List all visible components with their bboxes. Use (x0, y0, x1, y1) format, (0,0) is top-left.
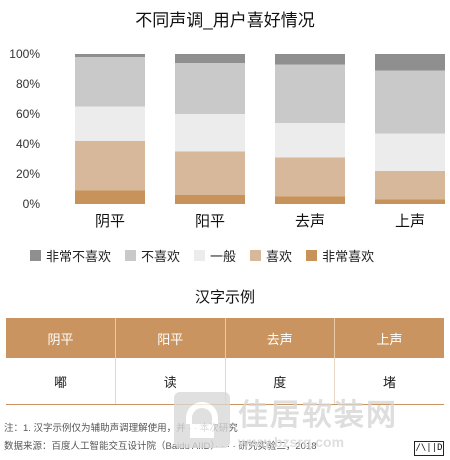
logo-badge: /\||D (414, 441, 444, 456)
chart-title: 不同声调_用户喜好情况 (135, 11, 315, 30)
example-table: 阴平 阳平 去声 上声 嘟 读 度 堵 (6, 318, 444, 405)
bar-segment (75, 190, 145, 204)
y-tick-label: 40% (16, 137, 40, 151)
y-tick-label: 0% (23, 197, 41, 211)
bar-segment (175, 151, 245, 195)
legend-swatch (125, 250, 137, 261)
legend-label: 一般 (210, 249, 237, 264)
legend-item: 非常喜欢 (306, 246, 374, 265)
table-header-cell: 阳平 (115, 318, 226, 358)
table-header-cell: 上声 (334, 318, 444, 358)
table-cell: 度 (225, 358, 335, 405)
table-row: 嘟 读 度 堵 (6, 358, 444, 405)
legend-item: 一般 (194, 246, 236, 265)
y-tick-label: 80% (16, 77, 40, 91)
bar-segment (175, 114, 245, 152)
y-tick-label: 60% (16, 107, 40, 121)
house-icon (174, 392, 230, 448)
bar-segment (75, 141, 145, 191)
footnote-source: 数据来源：百度人工智能交互设计院（Baidu AIID）· · · · 研究实验… (4, 441, 317, 452)
table-cell: 读 (115, 358, 226, 405)
watermark-url: www.bzsrq.com (238, 434, 345, 450)
chart-legend: 非常不喜欢 不喜欢 一般 喜欢 非常喜欢 (30, 246, 430, 265)
table-header-cell: 去声 (225, 318, 335, 358)
legend-label: 不喜欢 (141, 249, 181, 264)
x-category-label: 阴平 (95, 213, 125, 230)
legend-item: 非常不喜欢 (30, 246, 111, 265)
x-category-label: 去声 (295, 212, 325, 230)
table-cell: 嘟 (6, 358, 116, 405)
legend-item: 不喜欢 (125, 246, 180, 265)
table-header-cell: 阴平 (6, 318, 116, 358)
legend-label: 非常喜欢 (322, 249, 375, 264)
legend-swatch (30, 250, 41, 261)
y-tick-label: 20% (16, 167, 40, 181)
bar-segment (175, 195, 245, 204)
bar-segment (275, 64, 345, 123)
bar-segment (175, 54, 245, 63)
y-tick-label: 100% (9, 47, 40, 61)
bar-segment (375, 199, 445, 204)
legend-swatch (194, 250, 206, 261)
bar-segment (275, 54, 345, 65)
bar-segment (175, 63, 245, 114)
bar-segment (275, 196, 345, 204)
legend-label: 喜欢 (266, 249, 293, 264)
footnote-note: 注：1. 汉字示例仅为辅助声调理解使用，并 · · 本次研究 (4, 423, 238, 434)
legend-swatch (306, 250, 318, 261)
x-category-label: 阳平 (195, 213, 225, 230)
table-title: 汉字示例 (194, 289, 255, 306)
table-cell: 堵 (334, 358, 444, 405)
bar-segment (75, 106, 145, 141)
bar-segment (375, 133, 445, 171)
legend-item: 喜欢 (250, 246, 292, 265)
legend-swatch (250, 250, 262, 261)
legend-label: 非常不喜欢 (46, 249, 112, 264)
bar-segment (275, 157, 345, 197)
bar-segment (275, 123, 345, 158)
x-category-label: 上声 (395, 212, 425, 230)
watermark-title: 佳居软装网 (238, 399, 398, 432)
bar-segment (375, 70, 445, 134)
bar-segment (75, 54, 145, 57)
bar-segment (375, 54, 445, 71)
bar-segment (375, 171, 445, 200)
bar-segment (75, 57, 145, 107)
stacked-bar-chart: 0% 20% 40% 60% 80% 100% 阴平 阳平 去声 上声 (9, 47, 445, 230)
watermark: 佳居软装网 www.bzsrq.com (174, 388, 444, 452)
